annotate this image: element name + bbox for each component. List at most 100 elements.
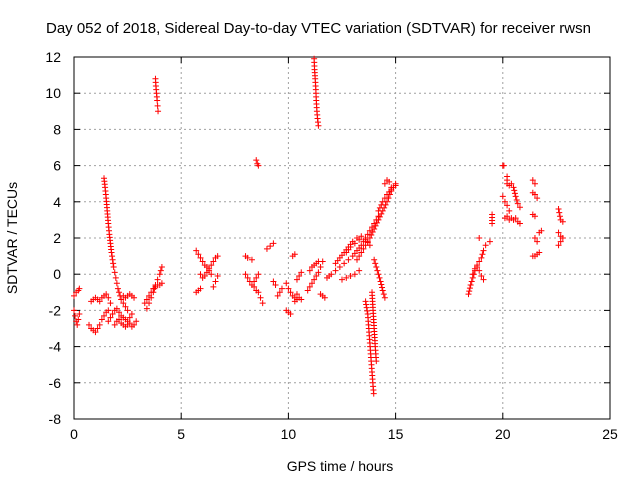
data-point: [486, 238, 493, 245]
data-point: [75, 316, 82, 323]
data-point: [341, 260, 348, 267]
data-point: [534, 238, 541, 245]
data-point: [126, 320, 133, 327]
data-point: [376, 213, 383, 220]
data-point: [118, 296, 125, 303]
data-point: [72, 312, 79, 319]
data-point: [146, 292, 153, 299]
data-point: [248, 256, 255, 263]
data-point: [467, 282, 474, 289]
data-point: [536, 249, 543, 256]
data-point: [156, 271, 163, 278]
data-point: [278, 285, 285, 292]
data-point: [332, 267, 339, 274]
data-point: [500, 162, 507, 169]
data-point: [538, 227, 545, 234]
data-point: [328, 271, 335, 278]
x-tick-label: 20: [495, 426, 511, 442]
data-point: [362, 242, 369, 249]
data-point: [381, 195, 388, 202]
data-point: [306, 283, 313, 290]
data-point: [529, 177, 536, 184]
data-point: [364, 231, 371, 238]
y-axis-label: SDTVAR / TECUs: [4, 182, 20, 294]
data-point: [351, 271, 358, 278]
data-point: [510, 184, 517, 191]
data-point: [157, 267, 164, 274]
data-point: [128, 311, 135, 318]
y-tick-label: 2: [53, 230, 61, 246]
data-point: [71, 307, 77, 314]
data-point: [259, 300, 266, 307]
data-point: [511, 190, 518, 197]
data-point: [504, 202, 511, 209]
data-point: [105, 307, 112, 314]
data-point: [253, 157, 260, 164]
data-point: [506, 207, 513, 214]
data-point: [476, 258, 483, 265]
data-point: [478, 254, 485, 261]
data-point: [388, 184, 395, 191]
x-tick-label: 15: [388, 426, 404, 442]
data-point: [274, 292, 281, 299]
data-point: [154, 97, 161, 104]
data-point: [374, 219, 381, 226]
data-point: [555, 229, 562, 236]
data-point: [251, 283, 258, 290]
data-point: [244, 274, 251, 281]
data-point: [199, 258, 206, 265]
data-point: [98, 316, 105, 323]
data-point: [508, 180, 515, 187]
chart-title: Day 052 of 2018, Sidereal Day-to-day VTE…: [46, 20, 591, 37]
data-point: [375, 216, 382, 223]
data-point: [386, 178, 393, 185]
data-point: [362, 298, 369, 305]
data-point: [531, 180, 538, 187]
data-point: [392, 182, 399, 189]
data-point: [512, 215, 519, 222]
data-point: [347, 273, 354, 280]
data-point: [197, 254, 204, 261]
data-point: [557, 238, 564, 245]
data-point: [293, 276, 300, 283]
data-point: [131, 294, 138, 301]
data-point: [206, 265, 213, 272]
data-point: [212, 278, 219, 285]
x-axis-label: GPS time / hours: [287, 458, 394, 474]
data-point: [111, 269, 118, 276]
data-point: [110, 260, 117, 267]
data-point: [298, 269, 305, 276]
point-layer: [71, 55, 566, 397]
data-point: [501, 198, 508, 205]
data-point: [556, 209, 563, 216]
data-point: [193, 247, 200, 254]
data-point: [155, 108, 162, 115]
data-point: [86, 321, 93, 328]
data-point: [113, 305, 120, 312]
data-point: [103, 291, 110, 298]
data-point: [366, 235, 373, 241]
data-point: [360, 245, 367, 252]
data-point: [356, 267, 363, 274]
data-point: [251, 278, 258, 285]
data-point: [105, 318, 112, 325]
data-point: [469, 271, 476, 278]
data-point: [354, 256, 361, 263]
data-point: [559, 218, 566, 225]
data-point: [368, 231, 375, 238]
data-point: [96, 298, 103, 305]
data-point: [201, 273, 208, 280]
data-point: [351, 240, 358, 247]
data-point: [555, 242, 562, 249]
data-point: [210, 258, 217, 265]
data-point: [214, 273, 221, 280]
data-point: [214, 253, 221, 260]
y-tick-label: -6: [49, 375, 62, 391]
data-point: [556, 213, 563, 220]
data-point: [315, 122, 322, 129]
data-point: [339, 276, 345, 283]
data-point: [203, 269, 210, 276]
data-point: [373, 358, 380, 365]
data-point: [516, 220, 523, 227]
data-point: [108, 249, 115, 256]
